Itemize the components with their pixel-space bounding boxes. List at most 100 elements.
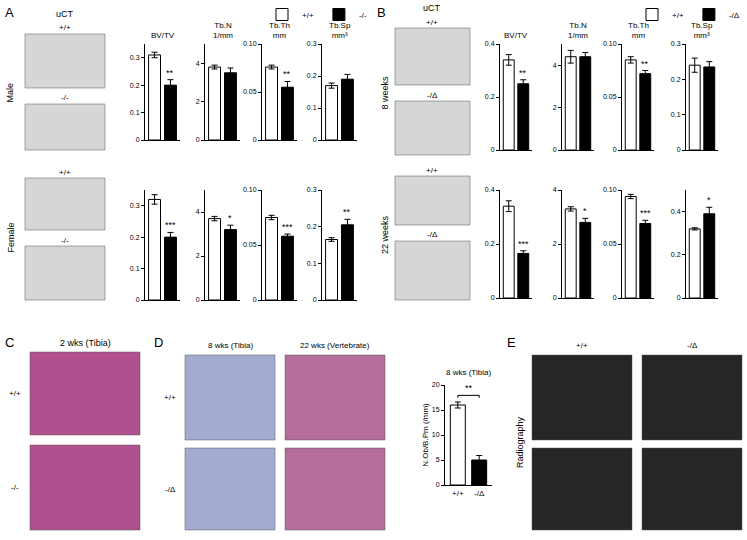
svg-text:uCT: uCT [56,9,74,19]
svg-text:Radiography: Radiography [515,416,525,468]
svg-text:0: 0 [677,146,681,153]
svg-text:0.10: 0.10 [603,40,617,47]
svg-text:-/Δ: -/Δ [427,91,438,100]
svg-text:2 wks (Tibia): 2 wks (Tibia) [60,338,111,348]
svg-text:Tb.Thmm: Tb.Thmm [628,21,649,40]
svg-text:22 weeks: 22 weeks [380,215,390,254]
svg-text:*: * [228,213,232,223]
svg-text:0.4: 0.4 [485,186,495,193]
svg-text:E: E [507,335,516,350]
svg-text:N.Ob/B.Pm (/mm): N.Ob/B.Pm (/mm) [421,403,430,467]
svg-text:-/-: -/- [359,11,367,20]
svg-text:0.1: 0.1 [130,265,140,272]
svg-text:0.3: 0.3 [307,186,317,193]
svg-text:20: 20 [432,381,440,388]
svg-text:2: 2 [196,252,200,259]
svg-text:**: ** [465,383,473,393]
svg-text:+/+: +/+ [59,23,71,32]
svg-text:0.1: 0.1 [671,111,681,118]
svg-text:0: 0 [677,294,681,301]
svg-text:0: 0 [196,136,200,143]
svg-text:0.10: 0.10 [243,40,257,47]
svg-text:-/Δ: -/Δ [687,341,698,350]
svg-text:0.3: 0.3 [307,40,317,47]
svg-text:**: ** [166,68,174,78]
svg-text:10: 10 [432,431,440,438]
svg-text:0: 0 [313,296,317,303]
svg-text:4: 4 [553,186,557,193]
svg-text:***: *** [282,222,293,232]
svg-text:+/+: +/+ [59,168,71,177]
svg-text:**: ** [641,59,649,69]
svg-text:0.2: 0.2 [307,72,317,79]
svg-text:8 wks (Tibia): 8 wks (Tibia) [208,341,253,350]
svg-text:0.05: 0.05 [243,88,257,95]
svg-text:Female: Female [6,222,16,252]
svg-text:0: 0 [613,146,617,153]
svg-text:5: 5 [436,456,440,463]
svg-text:0: 0 [196,296,200,303]
svg-text:0.1: 0.1 [307,260,317,267]
svg-text:Male: Male [5,83,15,103]
svg-text:A: A [5,5,14,20]
svg-text:0: 0 [253,296,257,303]
svg-text:***: *** [165,220,176,230]
svg-text:-/Δ: -/Δ [729,11,740,20]
svg-text:0.2: 0.2 [130,234,140,241]
svg-text:0: 0 [491,294,495,301]
svg-text:0: 0 [136,136,140,143]
svg-text:0.3: 0.3 [130,54,140,61]
svg-text:0.2: 0.2 [671,251,681,258]
svg-text:Tb.Thmm: Tb.Thmm [269,21,290,40]
svg-text:4: 4 [553,62,557,69]
svg-text:2: 2 [553,240,557,247]
svg-text:*: * [707,195,711,205]
svg-text:Tb.N1/mm: Tb.N1/mm [568,21,588,40]
svg-text:***: *** [640,208,651,218]
svg-text:0.3: 0.3 [130,202,140,209]
svg-text:0.1: 0.1 [307,104,317,111]
svg-text:+/+: +/+ [426,18,438,27]
svg-text:*: * [583,206,587,216]
svg-text:+/+: +/+ [302,11,314,20]
svg-text:+/+: +/+ [426,166,438,175]
svg-text:Tb.N1/mm: Tb.N1/mm [213,21,233,40]
svg-text:**: ** [343,207,351,217]
svg-text:***: *** [518,239,529,249]
svg-text:0.05: 0.05 [603,240,617,247]
svg-text:2: 2 [196,98,200,105]
svg-text:BV/TV: BV/TV [504,31,528,40]
svg-text:0.2: 0.2 [130,82,140,89]
svg-text:**: ** [283,69,291,79]
svg-text:0.3: 0.3 [671,40,681,47]
svg-text:Tb.Spmm³: Tb.Spmm³ [329,21,351,40]
svg-text:0: 0 [253,136,257,143]
svg-text:-/-: -/- [61,236,69,245]
svg-text:0.10: 0.10 [603,186,617,193]
svg-text:0.4: 0.4 [671,208,681,215]
svg-text:0.2: 0.2 [485,240,495,247]
svg-text:0.4: 0.4 [485,40,495,47]
svg-text:0.05: 0.05 [243,241,257,248]
svg-text:0: 0 [553,294,557,301]
svg-text:+/+: +/+ [452,489,464,498]
svg-text:0.1: 0.1 [130,109,140,116]
svg-text:4: 4 [196,208,200,215]
svg-text:8 weeks: 8 weeks [380,76,390,110]
svg-text:8 wks (Tibia): 8 wks (Tibia) [446,368,491,377]
svg-text:0: 0 [313,136,317,143]
svg-text:0.2: 0.2 [671,76,681,83]
svg-text:-/Δ: -/Δ [427,230,438,239]
svg-text:22 wks (Vertebrate): 22 wks (Vertebrate) [300,341,370,350]
svg-text:D: D [154,335,163,350]
svg-text:-/Δ: -/Δ [474,489,485,498]
svg-text:C: C [5,335,14,350]
svg-text:0.2: 0.2 [307,223,317,230]
svg-text:0.2: 0.2 [485,93,495,100]
svg-text:+/+: +/+ [576,341,588,350]
svg-text:4: 4 [196,60,200,67]
svg-text:0.10: 0.10 [243,186,257,193]
svg-text:15: 15 [432,406,440,413]
svg-text:-/-: -/- [11,483,19,492]
svg-text:BV/TV: BV/TV [151,31,175,40]
